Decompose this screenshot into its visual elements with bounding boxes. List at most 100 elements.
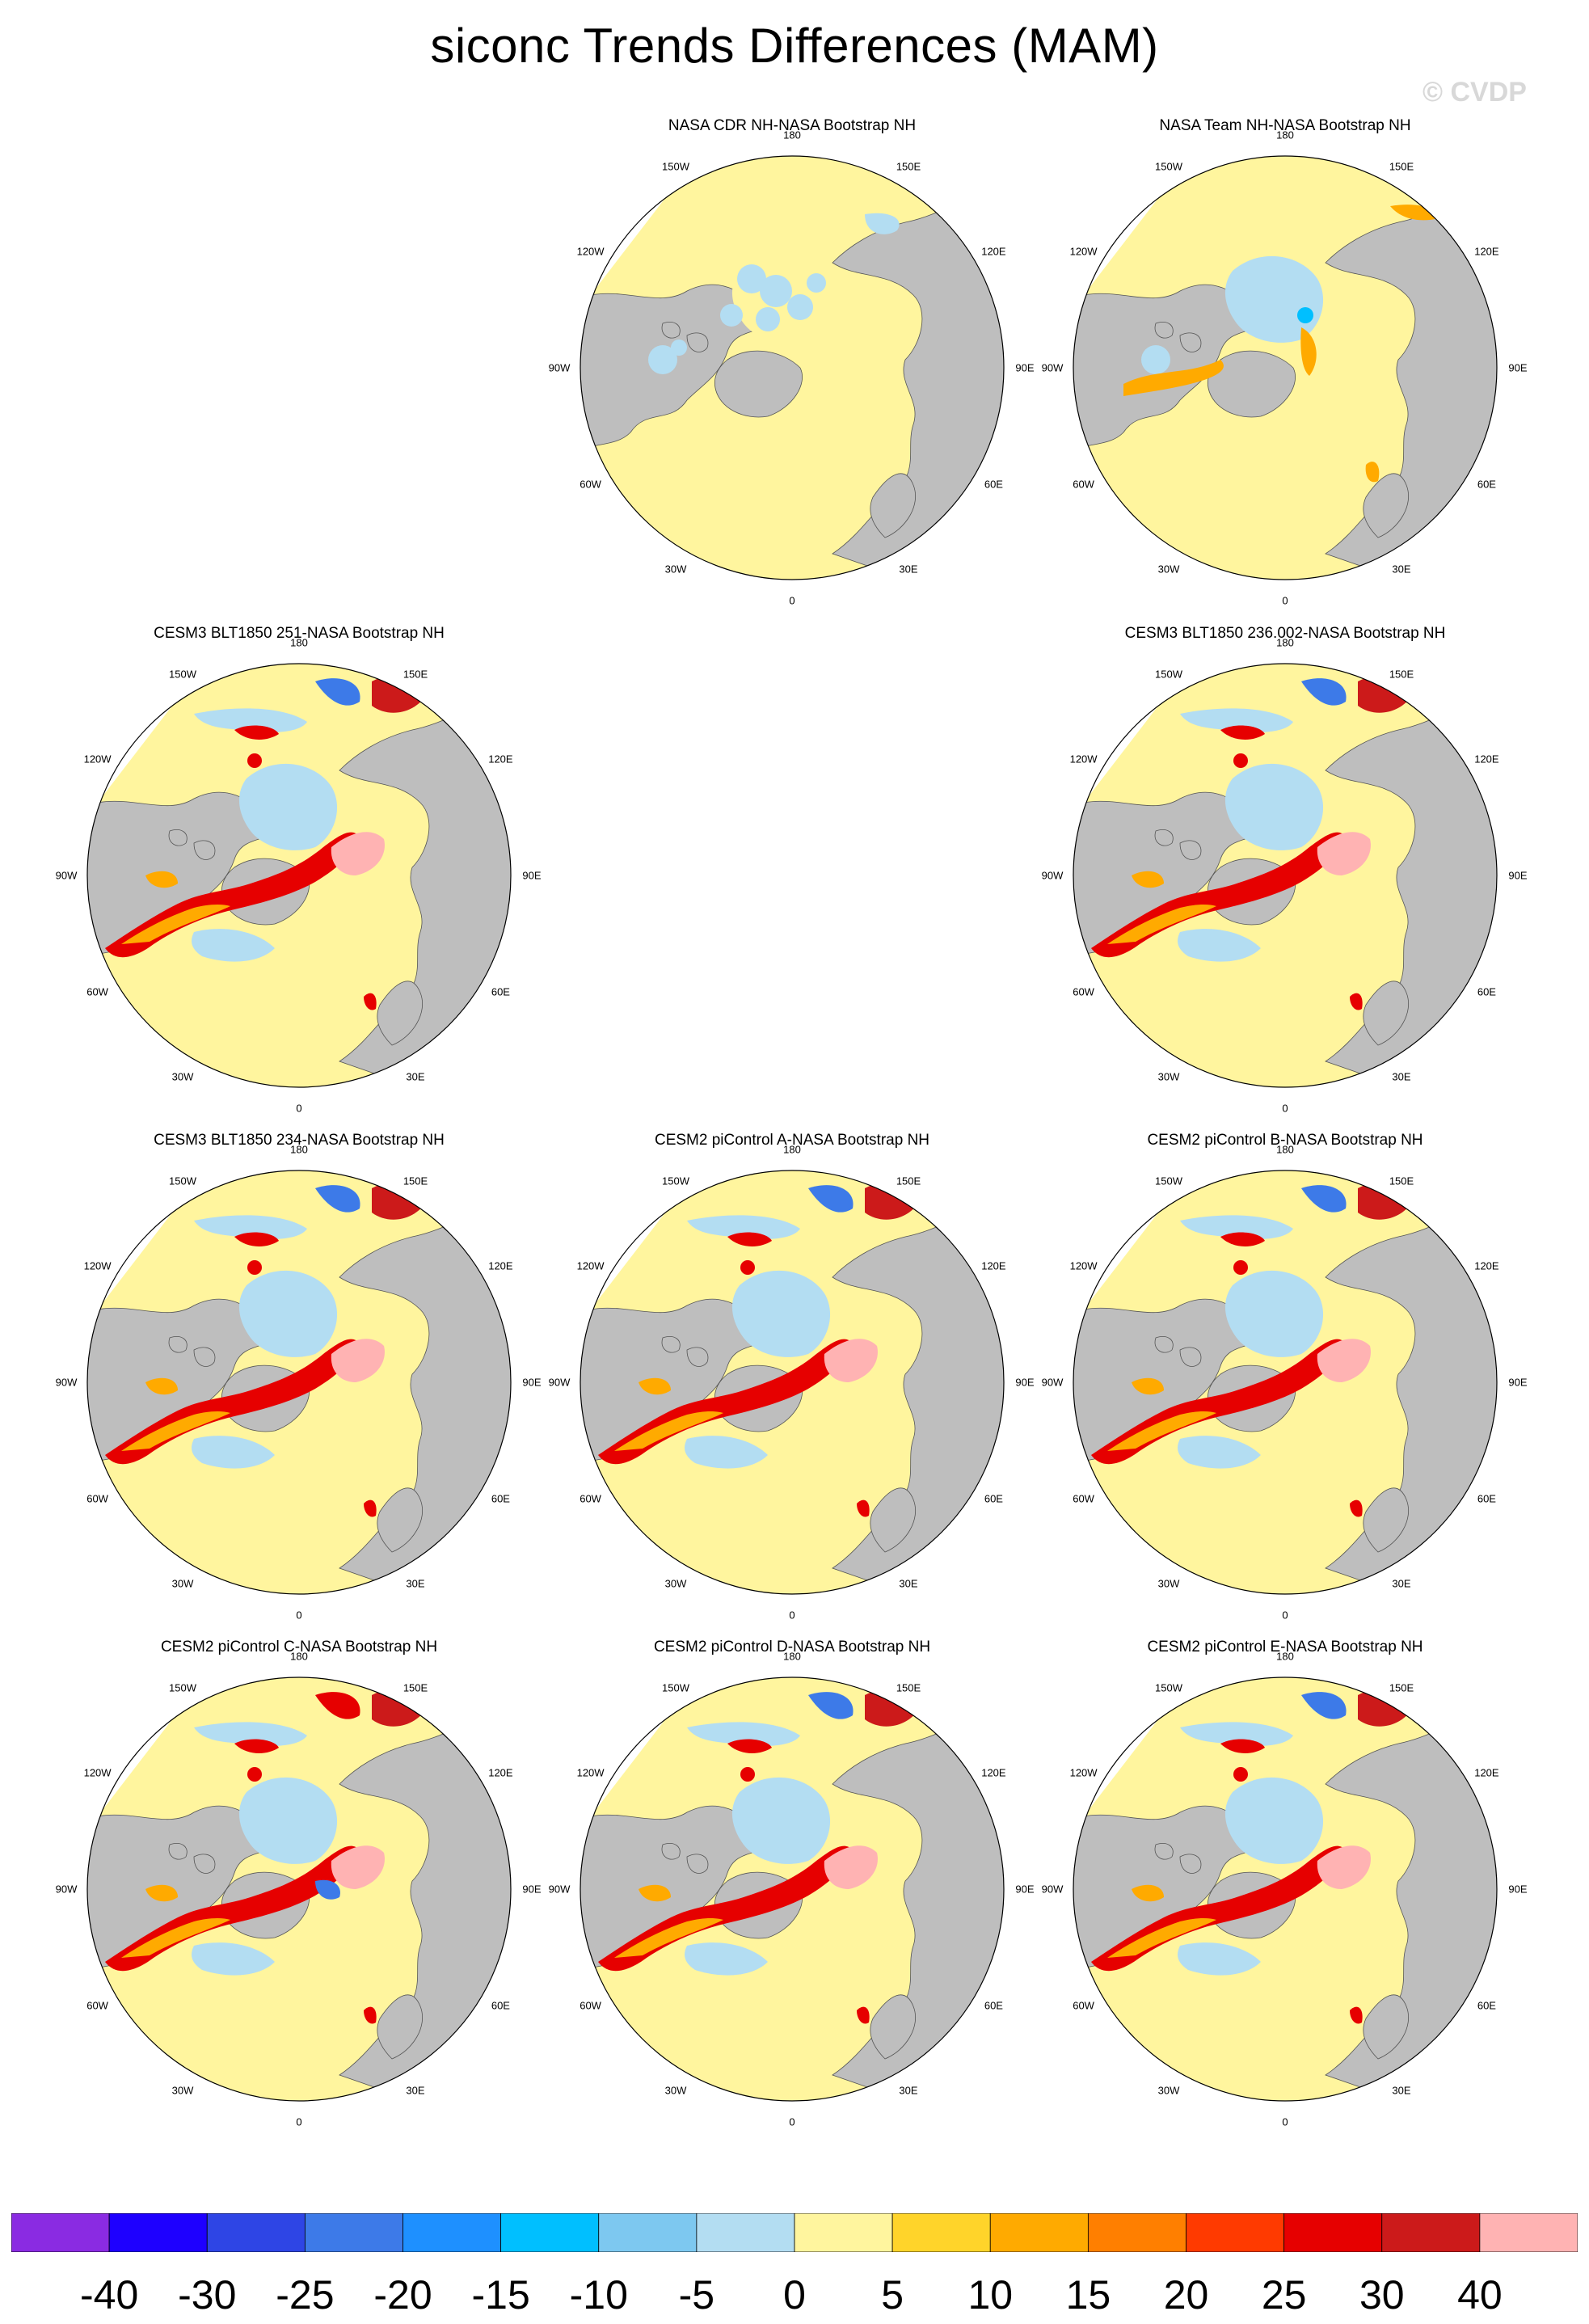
lon-label: 30E [899,2084,918,2097]
lon-label: 90E [1508,361,1528,374]
colorbar-tick-label: 15 [1065,2272,1111,2318]
lon-label: 30E [1392,563,1411,576]
panel-title: CESM2 piControl E-NASA Bootstrap NH [1147,1639,1423,1655]
lon-label: 90E [522,1376,542,1389]
panel-title: CESM2 piControl A-NASA Bootstrap NH [654,1132,930,1149]
lon-label: 150W [169,1681,196,1694]
polar-map [86,1677,512,2102]
lon-label: 120W [576,1766,605,1779]
lon-label: 60W [580,1492,601,1505]
lon-label: 60W [86,1492,108,1505]
colorbar-swatch [891,2213,991,2252]
lon-label: 0 [1282,2115,1288,2128]
colorbar-swatch [403,2213,502,2252]
lon-label: 90E [522,869,542,882]
lon-label: 60W [580,1999,601,2012]
colorbar-tick-label: -40 [79,2272,139,2318]
lon-label: 180 [1276,636,1294,649]
lon-label: 150W [169,1175,196,1187]
colorbar-tick-label: 0 [783,2272,806,2318]
lon-label: 150W [662,1681,689,1694]
lon-label: 0 [789,2115,795,2128]
lon-label: 60E [1477,985,1496,998]
colorbar-tick-label: 20 [1163,2272,1209,2318]
polar-map [86,1170,512,1595]
lon-label: 90W [1041,869,1064,882]
lon-label: 120W [1069,1766,1098,1779]
lon-label: 180 [1276,129,1294,141]
lon-label: 150W [1155,160,1182,173]
map-panel: NASA Team NH-NASA Bootstrap NH 180 150E 120… [1042,117,1528,618]
lon-label: 150E [1389,1681,1414,1694]
lon-label: 150E [896,1175,921,1187]
colorbar-swatch [1283,2213,1383,2252]
panel-title: CESM3 BLT1850 236.002-NASA Bootstrap NH [1124,625,1446,642]
map-panel: CESM2 piControl B-NASA Bootstrap NH 180 15… [1042,1132,1528,1633]
lon-label: 90E [1015,1376,1035,1389]
lon-label: 120W [1069,753,1098,766]
lon-label: 30E [899,563,918,576]
colorbar-tick-label: -25 [276,2272,335,2318]
lon-label: 30W [664,1577,687,1590]
polar-map [1073,1677,1498,2102]
colorbar-tick-label: 30 [1359,2272,1405,2318]
lon-label: 150W [662,160,689,173]
lon-label: 120W [576,1259,605,1272]
panel-title: NASA Team NH-NASA Bootstrap NH [1159,117,1411,134]
map-panel: CESM3 BLT1850 236.002-NASA Bootstrap NH 1… [1042,625,1528,1126]
lon-label: 30W [1157,1070,1180,1083]
lon-label: 0 [296,1609,302,1622]
colorbar-swatch [696,2213,795,2252]
lon-label: 120E [1474,1259,1499,1272]
lon-label: 90W [1041,361,1064,374]
lon-label: 90W [548,1376,571,1389]
colorbar-swatch [1381,2213,1481,2252]
colorbar-swatch [598,2213,698,2252]
colorbar-swatch [500,2213,600,2252]
polar-map [1073,155,1498,580]
lon-label: 60E [1477,478,1496,491]
lon-label: 30W [664,563,687,576]
lon-label: 60W [1073,478,1094,491]
lon-label: 180 [783,1143,801,1156]
lon-label: 120W [1069,1259,1098,1272]
lon-label: 120E [981,245,1006,258]
map-panel: CESM2 piControl E-NASA Bootstrap NH 180 15… [1042,1639,1528,2140]
colorbar-swatch [1479,2213,1578,2252]
colorbar-swatch [1186,2213,1285,2252]
lon-label: 150E [403,1175,428,1187]
lon-label: 60E [491,1492,510,1505]
lon-label: 150W [169,668,196,681]
panel-title: CESM3 BLT1850 251-NASA Bootstrap NH [154,625,445,642]
polar-map [580,1170,1005,1595]
lon-label: 150W [1155,1681,1182,1694]
lon-label: 30W [1157,563,1180,576]
lon-label: 90E [1508,1376,1528,1389]
page-title: siconc Trends Differences (MAM) [430,19,1159,73]
lon-label: 60E [1477,1999,1496,2012]
colorbar-tick-label: -20 [373,2272,432,2318]
lon-label: 150E [1389,668,1414,681]
lon-label: 90W [55,1883,78,1896]
lon-label: 150W [1155,1175,1182,1187]
lon-label: 150W [662,1175,689,1187]
colorbar [11,2213,1578,2252]
lon-label: 60E [491,1999,510,2012]
lon-label: 150E [1389,160,1414,173]
lon-label: 120E [1474,245,1499,258]
panel-title: CESM3 BLT1850 234-NASA Bootstrap NH [154,1132,445,1149]
lon-label: 0 [1282,1102,1288,1115]
lon-label: 120W [83,1766,112,1779]
lon-label: 120E [981,1259,1006,1272]
lon-label: 30E [406,1070,425,1083]
lon-label: 180 [1276,1143,1294,1156]
lon-label: 120W [1069,245,1098,258]
lon-label: 30W [171,1070,194,1083]
colorbar-tick-label: 5 [881,2272,904,2318]
map-panel: CESM2 piControl C-NASA Bootstrap NH 180 15… [56,1639,542,2140]
lon-label: 150E [1389,1175,1414,1187]
lon-label: 120E [488,1766,513,1779]
lon-label: 0 [1282,594,1288,607]
polar-map [1073,1170,1498,1595]
colorbar-swatch [108,2213,208,2252]
